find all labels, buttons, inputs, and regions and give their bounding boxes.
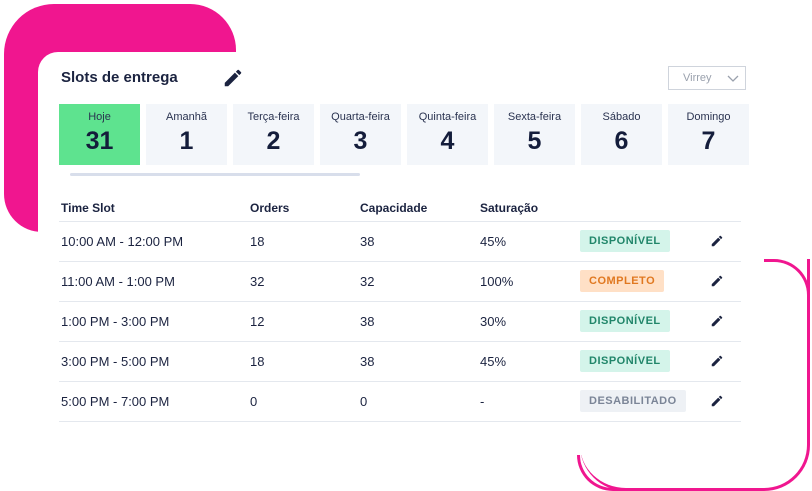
day-date: 6 [614,127,629,155]
day-tab-amanha[interactable]: Amanhã 1 [146,104,227,165]
day-date: 5 [527,127,542,155]
cell-time-slot: 3:00 PM - 5:00 PM [59,341,250,382]
status-badge: COMPLETO [580,270,665,292]
table-row: 5:00 PM - 7:00 PM 0 0 - DESABILITADO [59,381,741,422]
cell-capacity: 38 [360,221,480,262]
day-tabs-scrollbar[interactable] [70,173,360,176]
day-tab-sabado[interactable]: Sábado 6 [581,104,662,165]
cell-actions [710,381,741,422]
store-select-value: Virrey [683,72,712,84]
day-name: Quarta-feira [331,111,390,123]
day-tab-quarta[interactable]: Quarta-feira 3 [320,104,401,165]
status-badge: DISPONÍVEL [580,310,670,332]
day-name: Sábado [602,111,641,123]
day-date: 4 [440,127,455,155]
day-name: Sexta-feira [507,111,562,123]
cell-actions [710,221,741,262]
day-date: 1 [179,127,194,155]
cell-orders: 12 [250,301,360,342]
column-header-orders: Orders [250,195,360,222]
cell-capacity: 38 [360,301,480,342]
day-date: 31 [85,127,114,155]
cell-saturation: 45% [480,341,580,382]
day-tabs: Hoje 31 Amanhã 1 Terça-feira 2 Quarta-fe… [59,104,749,165]
day-name: Quinta-feira [418,111,477,123]
status-badge: DISPONÍVEL [580,230,670,252]
cell-orders: 32 [250,261,360,302]
column-header-status [580,195,710,222]
cell-status: DISPONÍVEL [580,221,710,262]
cell-orders: 18 [250,221,360,262]
column-header-saturation: Saturação [480,195,580,222]
cell-saturation: - [480,381,580,422]
cell-orders: 0 [250,381,360,422]
slots-table: Time Slot Orders Capacidade Saturação 10… [59,195,741,422]
status-badge: DESABILITADO [580,390,686,412]
day-tab-hoje[interactable]: Hoje 31 [59,104,140,165]
day-date: 3 [353,127,368,155]
pencil-icon[interactable] [222,67,244,89]
pencil-icon[interactable] [710,394,724,408]
day-tab-domingo[interactable]: Domingo 7 [668,104,749,165]
table-row: 3:00 PM - 5:00 PM 18 38 45% DISPONÍVEL [59,341,741,382]
cell-status: COMPLETO [580,261,710,302]
cell-status: DESABILITADO [580,381,710,422]
day-tab-quinta[interactable]: Quinta-feira 4 [407,104,488,165]
pencil-icon[interactable] [710,314,724,328]
pencil-icon[interactable] [710,354,724,368]
day-date: 2 [266,127,281,155]
day-name: Hoje [88,111,111,123]
cell-time-slot: 11:00 AM - 1:00 PM [59,261,250,302]
cell-saturation: 100% [480,261,580,302]
cell-capacity: 32 [360,261,480,302]
day-name: Amanhã [166,111,207,123]
pencil-icon[interactable] [710,274,724,288]
cell-orders: 18 [250,341,360,382]
day-tab-terca[interactable]: Terça-feira 2 [233,104,314,165]
cell-actions [710,341,741,382]
page-title: Slots de entrega [61,69,178,86]
table-header-row: Time Slot Orders Capacidade Saturação [59,195,741,222]
cell-saturation: 30% [480,301,580,342]
table-row: 11:00 AM - 1:00 PM 32 32 100% COMPLETO [59,261,741,302]
cell-actions [710,301,741,342]
column-header-time-slot: Time Slot [59,195,250,222]
day-tab-sexta[interactable]: Sexta-feira 5 [494,104,575,165]
column-header-actions [710,195,741,222]
chevron-down-icon [727,75,739,82]
column-header-capacity: Capacidade [360,195,480,222]
cell-saturation: 45% [480,221,580,262]
cell-time-slot: 10:00 AM - 12:00 PM [59,221,250,262]
cell-actions [710,261,741,302]
status-badge: DISPONÍVEL [580,350,670,372]
cell-time-slot: 1:00 PM - 3:00 PM [59,301,250,342]
table-row: 10:00 AM - 12:00 PM 18 38 45% DISPONÍVEL [59,221,741,262]
day-date: 7 [701,127,716,155]
cell-capacity: 0 [360,381,480,422]
cell-time-slot: 5:00 PM - 7:00 PM [59,381,250,422]
delivery-slots-card: Slots de entrega Virrey Hoje 31 Amanhã 1… [38,52,764,455]
cell-status: DISPONÍVEL [580,301,710,342]
cell-capacity: 38 [360,341,480,382]
day-name: Terça-feira [247,111,300,123]
store-select[interactable]: Virrey [668,66,746,90]
table-row: 1:00 PM - 3:00 PM 12 38 30% DISPONÍVEL [59,301,741,342]
pencil-icon[interactable] [710,234,724,248]
cell-status: DISPONÍVEL [580,341,710,382]
day-name: Domingo [686,111,731,123]
